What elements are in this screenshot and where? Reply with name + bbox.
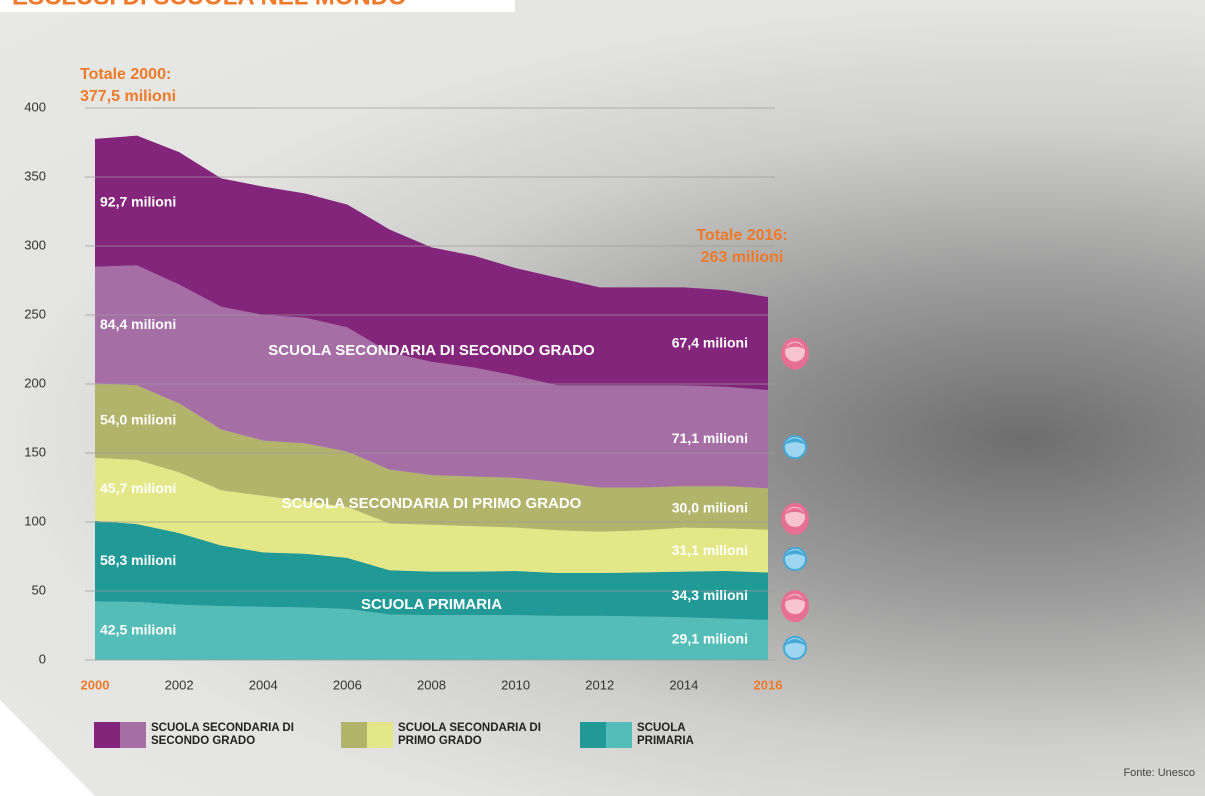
y-tick-label: 400 bbox=[24, 99, 46, 114]
value-label: 58,3 milioni bbox=[100, 552, 176, 568]
value-label: 71,1 milioni bbox=[672, 430, 748, 446]
value-label: 31,1 milioni bbox=[672, 542, 748, 558]
area-label: SCUOLA SECONDARIA DI SECONDO GRADO bbox=[268, 342, 595, 359]
y-tick-label: 250 bbox=[24, 306, 46, 321]
chart: ESCLUSI DI SCUOLA NEL MONDO Fonte: Unesc… bbox=[0, 0, 1205, 796]
source: Fonte: Unesco bbox=[1123, 767, 1195, 779]
boy-icon bbox=[784, 637, 806, 659]
value-label: 30,0 milioni bbox=[672, 500, 748, 516]
y-tick-label: 0 bbox=[39, 651, 46, 666]
legend-swatch bbox=[341, 722, 367, 748]
value-label: 29,1 milioni bbox=[672, 631, 748, 647]
boy-icon bbox=[784, 436, 806, 458]
page: ESCLUSI DI SCUOLA NEL MONDO Fonte: Unesc… bbox=[0, 0, 1205, 796]
legend-swatch bbox=[120, 722, 146, 748]
x-tick-label: 2008 bbox=[417, 677, 446, 692]
total-label: Totale 2000: bbox=[80, 66, 171, 83]
y-tick-label: 150 bbox=[24, 444, 46, 459]
legend-label: SCUOLA PRIMARIA bbox=[637, 722, 707, 748]
x-tick-label: 2014 bbox=[669, 677, 698, 692]
legend-swatch bbox=[367, 722, 393, 748]
legend-label: SCUOLA SECONDARIA DI SECONDO GRADO bbox=[151, 722, 311, 748]
value-label: 42,5 milioni bbox=[100, 621, 176, 637]
area-label: SCUOLA PRIMARIA bbox=[361, 596, 502, 613]
value-label: 34,3 milioni bbox=[672, 587, 748, 603]
value-label: 45,7 milioni bbox=[100, 480, 176, 496]
legend-swatch bbox=[94, 722, 120, 748]
x-tick-label: 2016 bbox=[754, 677, 783, 692]
value-label: 67,4 milioni bbox=[672, 334, 748, 350]
legend-swatch bbox=[606, 722, 632, 748]
value-label: 84,4 milioni bbox=[100, 316, 176, 332]
value-label: 92,7 milioni bbox=[100, 194, 176, 210]
x-tick-label: 2002 bbox=[165, 677, 194, 692]
legend-label: SCUOLA SECONDARIA DI PRIMO GRADO bbox=[398, 722, 558, 748]
x-tick-label: 2006 bbox=[333, 677, 362, 692]
value-label: 54,0 milioni bbox=[100, 411, 176, 427]
chart-title: ESCLUSI DI SCUOLA NEL MONDO bbox=[12, 0, 407, 10]
y-tick-label: 300 bbox=[24, 237, 46, 252]
total-label: 263 milioni bbox=[701, 249, 784, 266]
girl-icon bbox=[781, 590, 809, 622]
area-label: SCUOLA SECONDARIA DI PRIMO GRADO bbox=[282, 495, 582, 512]
y-tick-label: 50 bbox=[32, 582, 46, 597]
legend-swatch bbox=[580, 722, 606, 748]
y-tick-label: 350 bbox=[24, 168, 46, 183]
total-label: Totale 2016: bbox=[696, 227, 787, 244]
y-tick-label: 200 bbox=[24, 375, 46, 390]
total-label: 377,5 milioni bbox=[80, 88, 176, 105]
x-tick-label: 2012 bbox=[585, 677, 614, 692]
x-tick-label: 2010 bbox=[501, 677, 530, 692]
x-tick-label: 2004 bbox=[249, 677, 278, 692]
boy-icon bbox=[784, 548, 806, 570]
x-tick-label: 2000 bbox=[81, 677, 110, 692]
y-tick-label: 100 bbox=[24, 513, 46, 528]
girl-icon bbox=[781, 503, 809, 535]
girl-icon bbox=[781, 338, 809, 370]
